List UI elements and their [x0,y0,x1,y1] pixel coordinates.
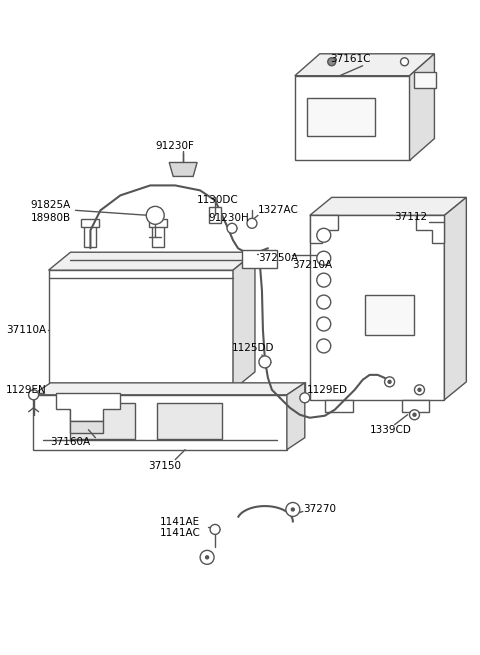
Circle shape [291,508,294,511]
Circle shape [146,206,164,224]
Text: 37270: 37270 [303,504,336,514]
Bar [157,403,222,439]
Text: 1327AC: 1327AC [258,205,299,215]
Text: 37160A: 37160A [50,437,91,447]
Polygon shape [444,197,467,400]
Circle shape [247,218,257,229]
Circle shape [259,356,271,368]
Text: 1129ED: 1129ED [307,385,348,395]
Bar [209,208,221,223]
Text: 1141AE: 1141AE [160,517,200,527]
Circle shape [286,502,300,516]
Circle shape [317,273,331,287]
Circle shape [317,252,331,265]
Text: 1339CD: 1339CD [370,424,411,435]
Text: 37250A: 37250A [258,253,298,263]
Polygon shape [56,393,120,421]
Circle shape [317,317,331,331]
Polygon shape [169,162,197,176]
Polygon shape [48,252,255,270]
Text: 91825A: 91825A [31,200,71,210]
Circle shape [29,390,38,400]
Circle shape [388,381,391,383]
Circle shape [384,377,395,387]
Circle shape [400,58,408,66]
Text: 37150: 37150 [148,460,181,470]
Polygon shape [295,76,409,160]
Bar [365,295,415,335]
Polygon shape [310,215,338,243]
Text: 1141AC: 1141AC [160,529,201,538]
Bar [71,403,135,439]
Bar [307,98,374,136]
Polygon shape [409,54,434,160]
Bar [84,225,96,247]
Text: 18980B: 18980B [31,214,71,223]
Circle shape [200,550,214,565]
Polygon shape [33,383,305,395]
Polygon shape [48,270,233,390]
Text: 37112: 37112 [395,212,428,222]
Circle shape [328,58,336,66]
Polygon shape [310,197,467,215]
Bar [402,400,430,412]
Polygon shape [417,215,444,243]
Circle shape [210,525,220,534]
Bar [71,421,103,433]
Text: 37110A: 37110A [6,325,46,335]
Text: 91230H: 91230H [208,214,249,223]
Text: 37210A: 37210A [292,260,332,270]
Polygon shape [310,215,444,400]
Circle shape [317,339,331,353]
Polygon shape [287,383,305,449]
Text: 91230F: 91230F [155,141,194,151]
Circle shape [300,393,310,403]
Circle shape [317,295,331,309]
Circle shape [409,410,420,420]
Polygon shape [295,54,434,76]
Circle shape [205,556,209,559]
Bar [152,225,164,247]
Circle shape [317,229,331,242]
Text: 37161C: 37161C [330,54,370,64]
Circle shape [418,388,421,391]
Polygon shape [233,252,255,390]
Text: 1130DC: 1130DC [197,195,239,206]
Polygon shape [33,395,287,449]
Bar [415,72,436,88]
Circle shape [413,413,416,416]
Bar [325,400,353,412]
Circle shape [415,385,424,395]
Bar [149,219,167,227]
Circle shape [227,223,237,233]
Text: 1129EN: 1129EN [6,385,47,395]
Bar [82,219,99,227]
Bar [242,250,277,268]
Text: 1125DD: 1125DD [232,343,275,353]
